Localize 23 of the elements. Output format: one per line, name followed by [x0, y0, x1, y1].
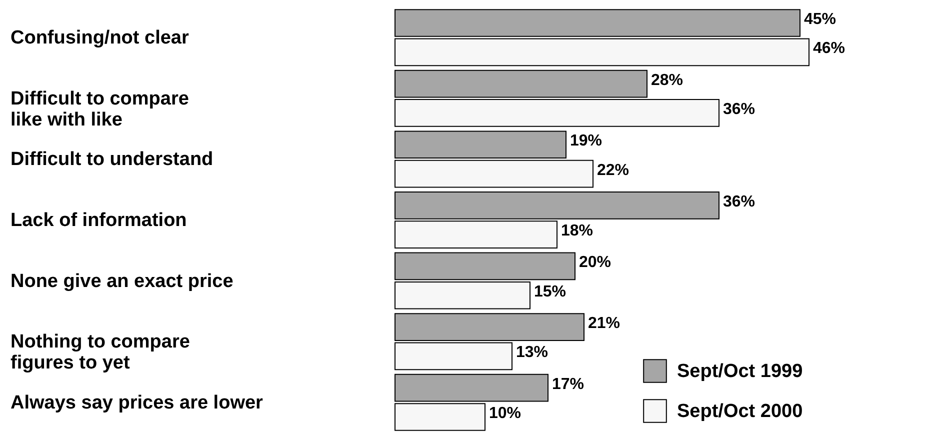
y-tick-label: None give an exact price: [10, 270, 234, 292]
data-label: 10%: [489, 405, 522, 422]
data-label: 19%: [570, 132, 602, 150]
y-tick-label: Lack of information: [10, 210, 187, 231]
data-label: 22%: [597, 162, 630, 179]
data-label: 13%: [516, 344, 548, 362]
y-tick-label: Difficult to understand: [10, 149, 214, 170]
legend-label: Sept/Oct 2000: [677, 401, 803, 422]
legend-label: Sept/Oct 1999: [677, 361, 803, 382]
y-tick-label: Always say prices are lower: [10, 392, 264, 414]
data-label: 20%: [579, 254, 612, 272]
y-tick-label: Difficult to compare like with like: [10, 88, 189, 130]
data-label: 17%: [552, 376, 584, 393]
data-label: 45%: [804, 11, 836, 28]
data-label: 21%: [588, 315, 620, 332]
data-label: 36%: [723, 100, 756, 118]
data-label: 46%: [813, 40, 846, 58]
data-label: 18%: [561, 222, 594, 240]
data-label: 15%: [534, 283, 566, 300]
y-tick-label: Nothing to compare figures to yet: [10, 332, 190, 374]
data-label: 36%: [723, 193, 756, 210]
data-label: 28%: [651, 72, 684, 89]
y-tick-label: Confusing/not clear: [10, 28, 190, 49]
